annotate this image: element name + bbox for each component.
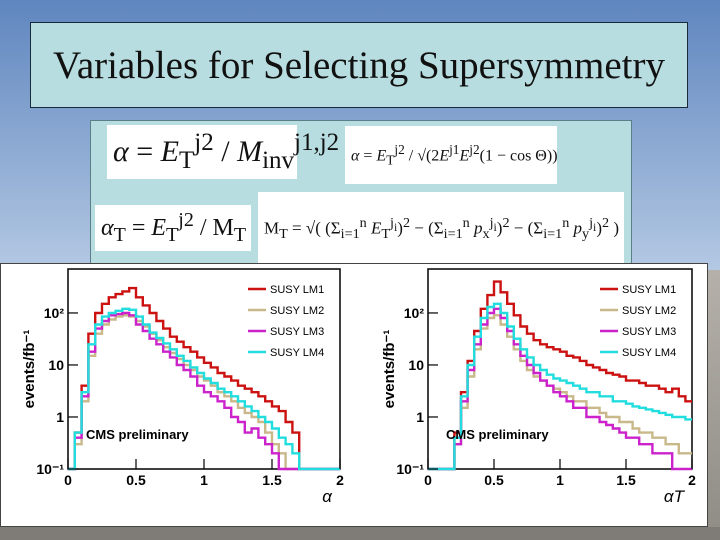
formula-alpha-text: α = ETj2 / Minvj1,j2 — [113, 129, 340, 174]
y-tick-label: 10⁻¹ — [396, 461, 424, 477]
cms-preliminary-label: CMS preliminary — [446, 427, 549, 442]
slide-title: Variables for Selecting Supersymmetry — [53, 43, 665, 87]
slide-title-box: Variables for Selecting Supersymmetry — [30, 22, 688, 108]
alpha-histogram: 0 0.5 1 1.5 2 10⁻¹ 1 10 10² α events/fb⁻¹ SUSY LM1 S… — [21, 268, 344, 506]
y-tick-label: 1 — [416, 409, 424, 425]
legend-label: SUSY LM1 — [270, 284, 324, 296]
x-tick-label: 2 — [336, 472, 344, 488]
x-axis-label: α — [322, 487, 333, 506]
plot-frame — [67, 268, 341, 470]
legend-label: SUSY LM2 — [270, 305, 324, 317]
legend-label: SUSY LM3 — [622, 326, 676, 338]
formula-alpha-full: α = ETj2 / √(2Ej1Ej2(1 − cos Θ)) — [345, 126, 558, 184]
series-line-susy-lm4 — [68, 307, 340, 471]
x-tick-label: 1.5 — [616, 472, 636, 488]
y-tick-label: 10 — [408, 357, 424, 373]
x-tick-label: 0.5 — [484, 472, 504, 488]
legend-label: SUSY LM4 — [270, 347, 324, 359]
x-axis-label: αT — [664, 487, 686, 506]
formula-alpha-full-text: α = ETj2 / √(2Ej1Ej2(1 − cos Θ)) — [351, 141, 558, 168]
formula-mt-text: MT = √( (Σi=1n ETji)2 − (Σi=1n pxji)2 − … — [264, 214, 619, 243]
legend-label: SUSY LM3 — [270, 326, 324, 338]
x-tick-label: 1 — [556, 472, 564, 488]
x-tick-label: 2 — [688, 472, 696, 488]
series-line-susy-lm4 — [428, 302, 692, 471]
formula-alpha-t: αT = ETj2 / MT — [95, 205, 251, 251]
x-tick-label: 0 — [424, 472, 432, 488]
cms-preliminary-label: CMS preliminary — [86, 427, 189, 442]
series-line-susy-lm1 — [68, 286, 340, 471]
x-tick-label: 0 — [64, 472, 72, 488]
alpha-t-histogram: 0 0.5 1 1.5 2 10⁻¹ 1 10 10² αT events/fb⁻¹ SUSY LM1… — [381, 268, 696, 506]
y-tick-label: 10² — [44, 305, 65, 321]
x-tick-label: 0.5 — [126, 472, 146, 488]
formula-mt: MT = √( (Σi=1n ETji)2 − (Σi=1n pxji)2 − … — [258, 192, 624, 266]
y-tick-label: 10 — [48, 357, 64, 373]
y-axis-label: events/fb⁻¹ — [21, 330, 38, 409]
y-axis-label: events/fb⁻¹ — [381, 330, 398, 409]
formula-alpha: α = ETj2 / Minvj1,j2 — [107, 125, 339, 179]
y-tick-label: 10² — [404, 305, 425, 321]
x-tick-label: 1.5 — [262, 472, 282, 488]
formula-alpha-t-text: αT = ETj2 / MT — [101, 209, 247, 246]
series-line-susy-lm3 — [428, 307, 692, 471]
y-tick-label: 1 — [56, 409, 64, 425]
y-tick-label: 10⁻¹ — [36, 461, 64, 477]
legend-label: SUSY LM4 — [622, 347, 676, 359]
x-tick-label: 1 — [200, 472, 208, 488]
legend-label: SUSY LM2 — [622, 305, 676, 317]
legend-label: SUSY LM1 — [622, 284, 676, 296]
